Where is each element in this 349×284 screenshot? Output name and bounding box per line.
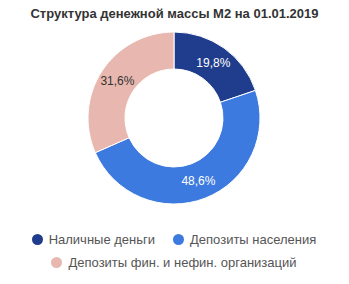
html-text:Депозиты населения: Депозиты населения (190, 232, 317, 247)
html-text:Депозиты фин. и нефин. организ: Депозиты фин. и нефин. организаций (68, 255, 297, 270)
svg-text:19,8%: 19,8% (196, 56, 230, 70)
html-text:Наличные деньги: Наличные деньги (48, 232, 155, 247)
svg-text:31,6%: 31,6% (100, 74, 134, 88)
svg-text:48,6%: 48,6% (181, 174, 215, 188)
html-text:Структура денежной массы М2 на: Структура денежной массы М2 на 01.01.201… (30, 6, 319, 21)
